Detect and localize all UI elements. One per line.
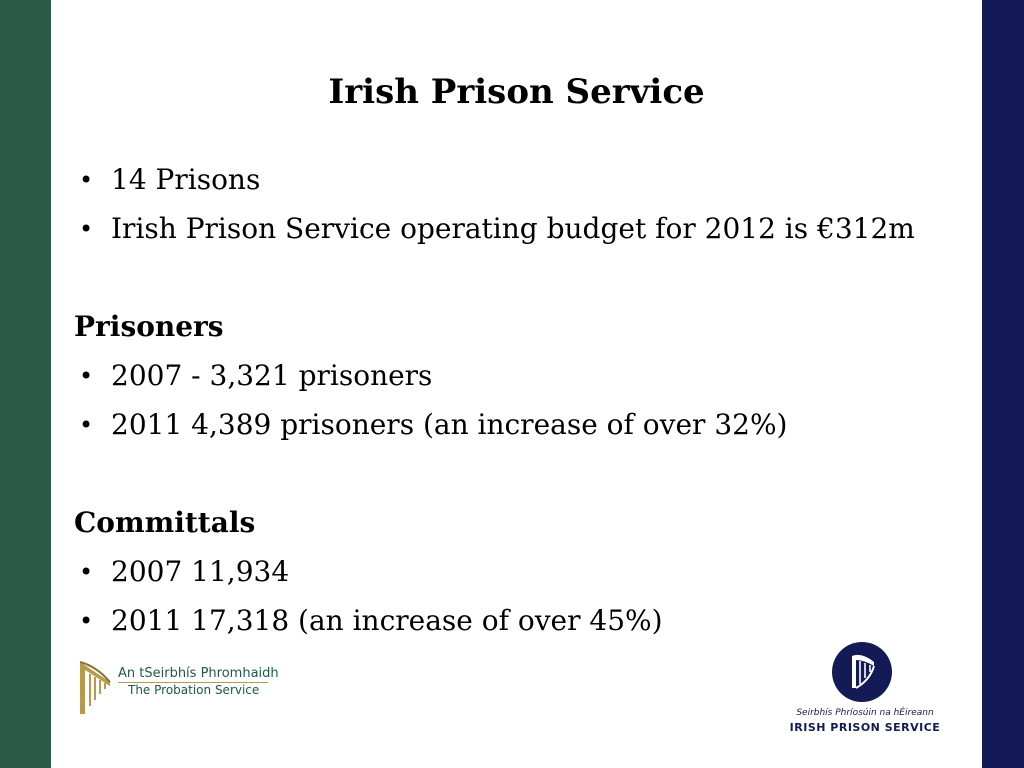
bullet-icon: •	[79, 607, 94, 635]
probation-name-irish: An tSeirbhís Phromhaidh	[118, 666, 279, 681]
bullet-icon: •	[79, 166, 94, 194]
list-item: • 2007 - 3,321 prisoners	[74, 354, 954, 403]
committals-list: • 2007 11,934 • 2011 17,318 (an increase o…	[74, 550, 954, 648]
bullet-icon: •	[79, 558, 94, 586]
list-item: • 14 Prisons	[74, 158, 954, 207]
bullet-icon: •	[79, 215, 94, 243]
probation-name-english: The Probation Service	[128, 683, 260, 697]
left-side-bar	[0, 0, 51, 768]
list-item-text: 2007 - 3,321 prisoners	[111, 359, 433, 392]
list-item: • 2011 4,389 prisoners (an increase of ov…	[74, 403, 954, 452]
intro-list: • 14 Prisons • Irish Prison Service operat…	[74, 158, 954, 256]
slide-content: • 14 Prisons • Irish Prison Service operat…	[74, 158, 954, 648]
list-item: • 2007 11,934	[74, 550, 954, 599]
bullet-icon: •	[79, 411, 94, 439]
list-item: • Irish Prison Service operating budget f…	[74, 207, 954, 256]
list-item: • 2011 17,318 (an increase of over 45%)	[74, 599, 954, 648]
slide-title: Irish Prison Service	[328, 72, 705, 112]
ips-name-english: IRISH PRISON SERVICE	[789, 721, 941, 734]
irish-prison-service-logo: Seirbhís Phríosúin na hÉireann IRISH PRI…	[780, 640, 950, 740]
list-item-text: 2011 17,318 (an increase of over 45%)	[111, 604, 663, 637]
harp-icon	[79, 661, 111, 714]
list-item-text: 2011 4,389 prisoners (an increase of ove…	[111, 408, 788, 441]
committals-heading: Committals	[74, 506, 256, 539]
harp-icon	[852, 654, 875, 689]
right-side-bar	[982, 0, 1024, 768]
list-item-text: 14 Prisons	[111, 163, 261, 196]
prisoners-heading: Prisoners	[74, 310, 224, 343]
list-item-text: Irish Prison Service operating budget fo…	[111, 212, 915, 245]
probation-service-logo: An tSeirbhís Phromhaidh The Probation Se…	[76, 656, 279, 720]
logo-divider	[118, 682, 268, 683]
bullet-icon: •	[79, 362, 94, 390]
ips-emblem	[832, 642, 892, 702]
list-item-text: 2007 11,934	[111, 555, 290, 588]
ips-name-irish: Seirbhís Phríosúin na hÉireann	[796, 708, 934, 718]
prisoners-list: • 2007 - 3,321 prisoners • 2011 4,389 pris…	[74, 354, 954, 452]
